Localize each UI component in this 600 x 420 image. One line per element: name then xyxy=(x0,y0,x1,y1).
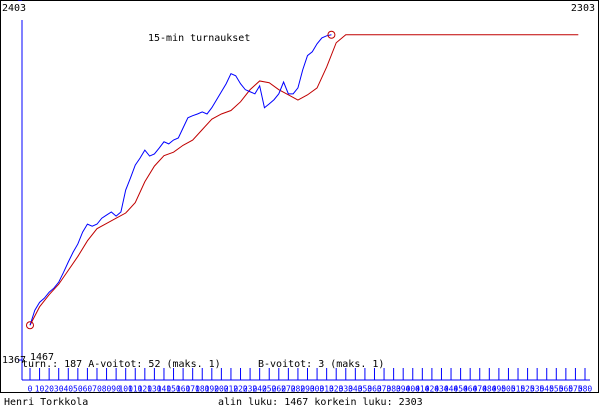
x-tick-label: 570 xyxy=(568,385,583,394)
x-tick-label: 510 xyxy=(511,385,526,394)
x-tick-label: 280 xyxy=(291,385,306,394)
x-tick-label: 530 xyxy=(530,385,545,394)
x-tick-label: 0 xyxy=(28,385,33,394)
x-tick-label: 470 xyxy=(473,385,488,394)
x-tick-label: 520 xyxy=(520,385,535,394)
x-tick-label: 340 xyxy=(348,385,363,394)
x-tick-label: 480 xyxy=(482,385,497,394)
range-text: alin luku: 1467 korkein luku: 2303 xyxy=(218,397,423,408)
x-tick-label: 80 xyxy=(102,385,112,394)
x-tick-label: 150 xyxy=(166,385,181,394)
stats-a: turn.: 187 A-voitot: 52 (maks. 1) xyxy=(22,359,221,370)
y-tick-label: 2403 xyxy=(2,3,26,14)
series-line xyxy=(29,34,332,326)
x-tick-label: 90 xyxy=(111,385,121,394)
x-tick-label: 50 xyxy=(73,385,83,394)
point-marker xyxy=(327,30,336,39)
x-tick-label: 290 xyxy=(300,385,315,394)
x-tick-label: 320 xyxy=(329,385,344,394)
x-tick-label: 370 xyxy=(377,385,392,394)
x-tick-label: 430 xyxy=(434,385,449,394)
x-tick-label: 300 xyxy=(310,385,325,394)
x-tick-label: 270 xyxy=(281,385,296,394)
x-tick-label: 500 xyxy=(501,385,516,394)
x-tick-label: 100 xyxy=(118,385,133,394)
x-tick-label: 390 xyxy=(396,385,411,394)
x-tick-label: 540 xyxy=(539,385,554,394)
max-label: 2303 xyxy=(571,3,595,14)
start-label: 1467 xyxy=(30,352,54,363)
x-tick-label: 230 xyxy=(243,385,258,394)
author: Henri Torkkola xyxy=(4,397,88,408)
x-tick-label: 110 xyxy=(128,385,143,394)
frame xyxy=(0,0,599,393)
x-tick-label: 10 xyxy=(35,385,45,394)
x-tick-label: 260 xyxy=(272,385,287,394)
x-tick-label: 60 xyxy=(83,385,93,394)
x-tick-label: 420 xyxy=(425,385,440,394)
x-tick-label: 180 xyxy=(195,385,210,394)
y-tick-label: 1367 xyxy=(2,355,26,366)
x-tick-label: 310 xyxy=(319,385,334,394)
x-tick-label: 330 xyxy=(339,385,354,394)
x-tick-label: 200 xyxy=(214,385,229,394)
x-tick-label: 450 xyxy=(453,385,468,394)
x-tick-label: 460 xyxy=(463,385,478,394)
chart-title: 15-min turnaukset xyxy=(148,33,250,44)
x-tick-label: 40 xyxy=(63,385,73,394)
x-tick-label: 410 xyxy=(415,385,430,394)
x-tick-label: 160 xyxy=(176,385,191,394)
x-tick-label: 120 xyxy=(138,385,153,394)
x-tick-label: 400 xyxy=(406,385,421,394)
x-tick-label: 170 xyxy=(185,385,200,394)
x-tick-label: 30 xyxy=(54,385,64,394)
x-tick-label: 580 xyxy=(578,385,593,394)
x-tick-label: 490 xyxy=(492,385,507,394)
x-tick-label: 550 xyxy=(549,385,564,394)
x-tick-label: 440 xyxy=(444,385,459,394)
x-tick-label: 380 xyxy=(386,385,401,394)
x-tick-label: 560 xyxy=(559,385,574,394)
x-tick-label: 350 xyxy=(358,385,373,394)
x-tick-label: 140 xyxy=(157,385,172,394)
x-tick-label: 70 xyxy=(92,385,102,394)
stats-b: B-voitot: 3 (maks. 1) xyxy=(258,359,384,370)
point-marker xyxy=(26,321,34,330)
x-tick-label: 210 xyxy=(224,385,239,394)
x-tick-label: 20 xyxy=(44,385,54,394)
x-tick-label: 130 xyxy=(147,385,162,394)
x-tick-label: 250 xyxy=(262,385,277,394)
series-line xyxy=(29,34,579,326)
x-tick-label: 240 xyxy=(252,385,267,394)
x-tick-label: 190 xyxy=(205,385,220,394)
x-tick-label: 360 xyxy=(367,385,382,394)
x-tick-label: 220 xyxy=(233,385,248,394)
